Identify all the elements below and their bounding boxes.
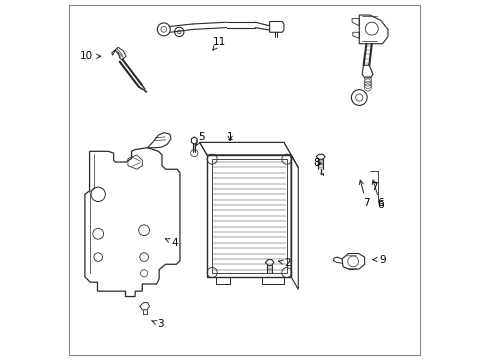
Text: 7: 7 <box>359 180 369 208</box>
Text: 5: 5 <box>196 132 204 145</box>
Text: 7: 7 <box>370 182 377 192</box>
Text: 9: 9 <box>372 255 385 265</box>
Text: 3: 3 <box>151 319 163 329</box>
Text: 6: 6 <box>371 180 383 210</box>
Text: 2: 2 <box>278 258 290 268</box>
Bar <box>212 159 286 273</box>
Text: 11: 11 <box>212 37 225 50</box>
Bar <box>206 155 290 277</box>
Text: 6: 6 <box>377 198 383 208</box>
Text: 4: 4 <box>165 238 178 248</box>
Text: 1: 1 <box>226 132 233 142</box>
Text: 8: 8 <box>312 158 322 168</box>
Text: 10: 10 <box>80 51 101 61</box>
